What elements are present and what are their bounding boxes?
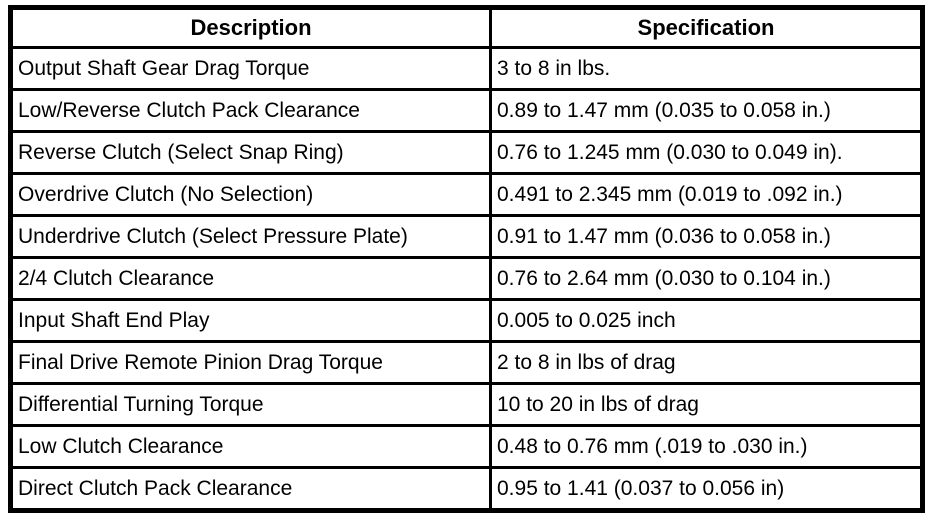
table-row: Underdrive Clutch (Select Pressure Plate… bbox=[9, 214, 924, 259]
specification-cell: 0.48 to 0.76 mm (.019 to .030 in.) bbox=[489, 424, 924, 469]
table-row: Direct Clutch Pack Clearance 0.95 to 1.4… bbox=[9, 466, 924, 512]
description-cell: Direct Clutch Pack Clearance bbox=[9, 466, 492, 512]
specification-cell: 0.491 to 2.345 mm (0.019 to .092 in.) bbox=[489, 172, 924, 217]
description-cell: Low Clutch Clearance bbox=[9, 424, 492, 469]
specification-cell: 0.89 to 1.47 mm (0.035 to 0.058 in.) bbox=[489, 88, 924, 133]
table-row: Output Shaft Gear Drag Torque 3 to 8 in … bbox=[9, 46, 924, 91]
specification-cell: 0.005 to 0.025 inch bbox=[489, 298, 924, 343]
specification-cell: 0.76 to 2.64 mm (0.030 to 0.104 in.) bbox=[489, 256, 924, 301]
description-cell: Final Drive Remote Pinion Drag Torque bbox=[9, 340, 492, 385]
table-row: Differential Turning Torque 10 to 20 in … bbox=[9, 382, 924, 427]
specification-cell: 0.91 to 1.47 mm (0.036 to 0.058 in.) bbox=[489, 214, 924, 259]
description-cell: Input Shaft End Play bbox=[9, 298, 492, 343]
specification-cell: 2 to 8 in lbs of drag bbox=[489, 340, 924, 385]
description-cell: Low/Reverse Clutch Pack Clearance bbox=[9, 88, 492, 133]
description-cell: 2/4 Clutch Clearance bbox=[9, 256, 492, 301]
header-row: Description Specification bbox=[9, 6, 924, 49]
table-row: Overdrive Clutch (No Selection) 0.491 to… bbox=[9, 172, 924, 217]
table-row: Low/Reverse Clutch Pack Clearance 0.89 t… bbox=[9, 88, 924, 133]
specification-cell: 3 to 8 in lbs. bbox=[489, 46, 924, 91]
description-cell: Underdrive Clutch (Select Pressure Plate… bbox=[9, 214, 492, 259]
header-specification: Specification bbox=[489, 6, 924, 49]
table-row: Input Shaft End Play 0.005 to 0.025 inch bbox=[9, 298, 924, 343]
description-cell: Output Shaft Gear Drag Torque bbox=[9, 46, 492, 91]
specifications-table: Description Specification Output Shaft G… bbox=[8, 5, 925, 513]
header-description: Description bbox=[9, 6, 492, 49]
description-cell: Overdrive Clutch (No Selection) bbox=[9, 172, 492, 217]
specification-cell: 0.95 to 1.41 (0.037 to 0.056 in) bbox=[489, 466, 924, 512]
table-row: Reverse Clutch (Select Snap Ring) 0.76 t… bbox=[9, 130, 924, 175]
description-cell: Reverse Clutch (Select Snap Ring) bbox=[9, 130, 492, 175]
description-cell: Differential Turning Torque bbox=[9, 382, 492, 427]
table-row: Low Clutch Clearance 0.48 to 0.76 mm (.0… bbox=[9, 424, 924, 469]
specification-cell: 10 to 20 in lbs of drag bbox=[489, 382, 924, 427]
table-row: 2/4 Clutch Clearance 0.76 to 2.64 mm (0.… bbox=[9, 256, 924, 301]
table-row: Final Drive Remote Pinion Drag Torque 2 … bbox=[9, 340, 924, 385]
specification-cell: 0.76 to 1.245 mm (0.030 to 0.049 in). bbox=[489, 130, 924, 175]
